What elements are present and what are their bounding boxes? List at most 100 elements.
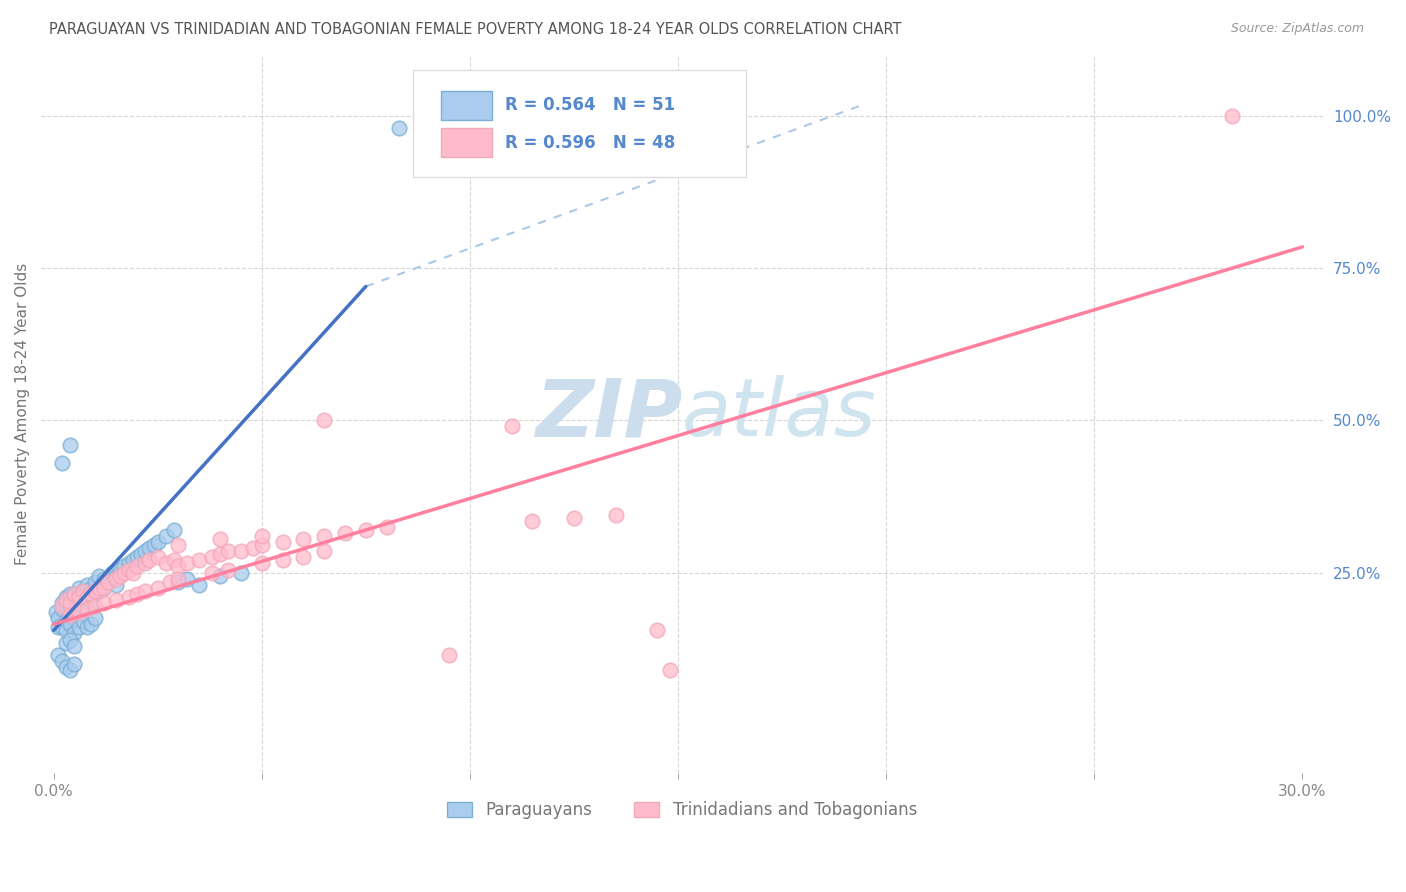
Point — [134, 557, 156, 571]
Point — [51, 654, 73, 668]
Point — [159, 574, 181, 589]
Point — [63, 602, 86, 616]
Point — [271, 553, 294, 567]
Point — [108, 562, 131, 576]
Point — [67, 581, 90, 595]
FancyBboxPatch shape — [441, 128, 492, 157]
Point — [209, 568, 232, 582]
Point — [105, 593, 128, 607]
Point — [72, 599, 94, 613]
Point — [76, 590, 98, 604]
Point — [167, 574, 190, 589]
Point — [292, 550, 315, 565]
Point — [72, 583, 94, 598]
Point — [229, 544, 252, 558]
Point — [108, 568, 131, 582]
Point — [55, 590, 77, 604]
Point — [46, 620, 69, 634]
Point — [93, 581, 115, 595]
Text: ZIP: ZIP — [534, 376, 682, 453]
Point — [138, 553, 160, 567]
Point — [146, 535, 169, 549]
Point — [129, 547, 152, 561]
Point — [155, 529, 177, 543]
Point — [375, 520, 398, 534]
Point — [80, 587, 103, 601]
Point — [167, 572, 190, 586]
Point — [76, 587, 98, 601]
Point — [314, 413, 336, 427]
Point — [84, 611, 107, 625]
Legend: Paraguayans, Trinidadians and Tobagonians: Paraguayans, Trinidadians and Tobagonian… — [440, 795, 924, 826]
Point — [63, 626, 86, 640]
Point — [201, 566, 224, 580]
Point — [67, 605, 90, 619]
Point — [314, 544, 336, 558]
Text: R = 0.596   N = 48: R = 0.596 N = 48 — [505, 134, 675, 152]
Point — [93, 596, 115, 610]
Point — [209, 547, 232, 561]
Point — [645, 624, 668, 638]
FancyBboxPatch shape — [441, 91, 492, 120]
Point — [242, 541, 264, 556]
Point — [55, 614, 77, 628]
Point — [72, 583, 94, 598]
Point — [59, 587, 82, 601]
Point — [67, 620, 90, 634]
Point — [201, 550, 224, 565]
Point — [188, 578, 211, 592]
Point — [51, 596, 73, 610]
Point — [97, 574, 120, 589]
Point — [176, 572, 198, 586]
Point — [105, 578, 128, 592]
Point — [501, 419, 523, 434]
Point — [437, 648, 460, 662]
Text: Source: ZipAtlas.com: Source: ZipAtlas.com — [1230, 22, 1364, 36]
Point — [146, 581, 169, 595]
Y-axis label: Female Poverty Among 18-24 Year Olds: Female Poverty Among 18-24 Year Olds — [15, 263, 30, 566]
Point — [101, 566, 124, 580]
Point — [105, 568, 128, 582]
Point — [605, 508, 627, 522]
Point — [163, 553, 186, 567]
Point — [76, 620, 98, 634]
Point — [46, 648, 69, 662]
Point — [55, 635, 77, 649]
Point — [112, 559, 135, 574]
Point — [59, 438, 82, 452]
Point — [59, 596, 82, 610]
Point — [80, 599, 103, 613]
Point — [167, 559, 190, 574]
Point — [89, 583, 111, 598]
Point — [59, 632, 82, 647]
Point — [51, 599, 73, 613]
Point — [176, 557, 198, 571]
Point — [67, 593, 90, 607]
Point — [51, 456, 73, 470]
Point — [217, 544, 239, 558]
Point — [121, 553, 143, 567]
Point — [333, 526, 356, 541]
Point — [59, 608, 82, 623]
Point — [63, 657, 86, 671]
Point — [163, 523, 186, 537]
Point — [134, 544, 156, 558]
Point — [209, 532, 232, 546]
Point — [55, 660, 77, 674]
Point — [117, 562, 139, 576]
Point — [55, 593, 77, 607]
Point — [125, 550, 148, 565]
Point — [271, 535, 294, 549]
Point — [188, 553, 211, 567]
Point — [354, 523, 377, 537]
Point — [45, 605, 67, 619]
Point — [97, 574, 120, 589]
Point — [93, 581, 115, 595]
Point — [125, 559, 148, 574]
Point — [51, 620, 73, 634]
Point — [1220, 109, 1243, 123]
Point — [105, 572, 128, 586]
Point — [55, 596, 77, 610]
Point — [63, 587, 86, 601]
Point — [250, 538, 273, 552]
